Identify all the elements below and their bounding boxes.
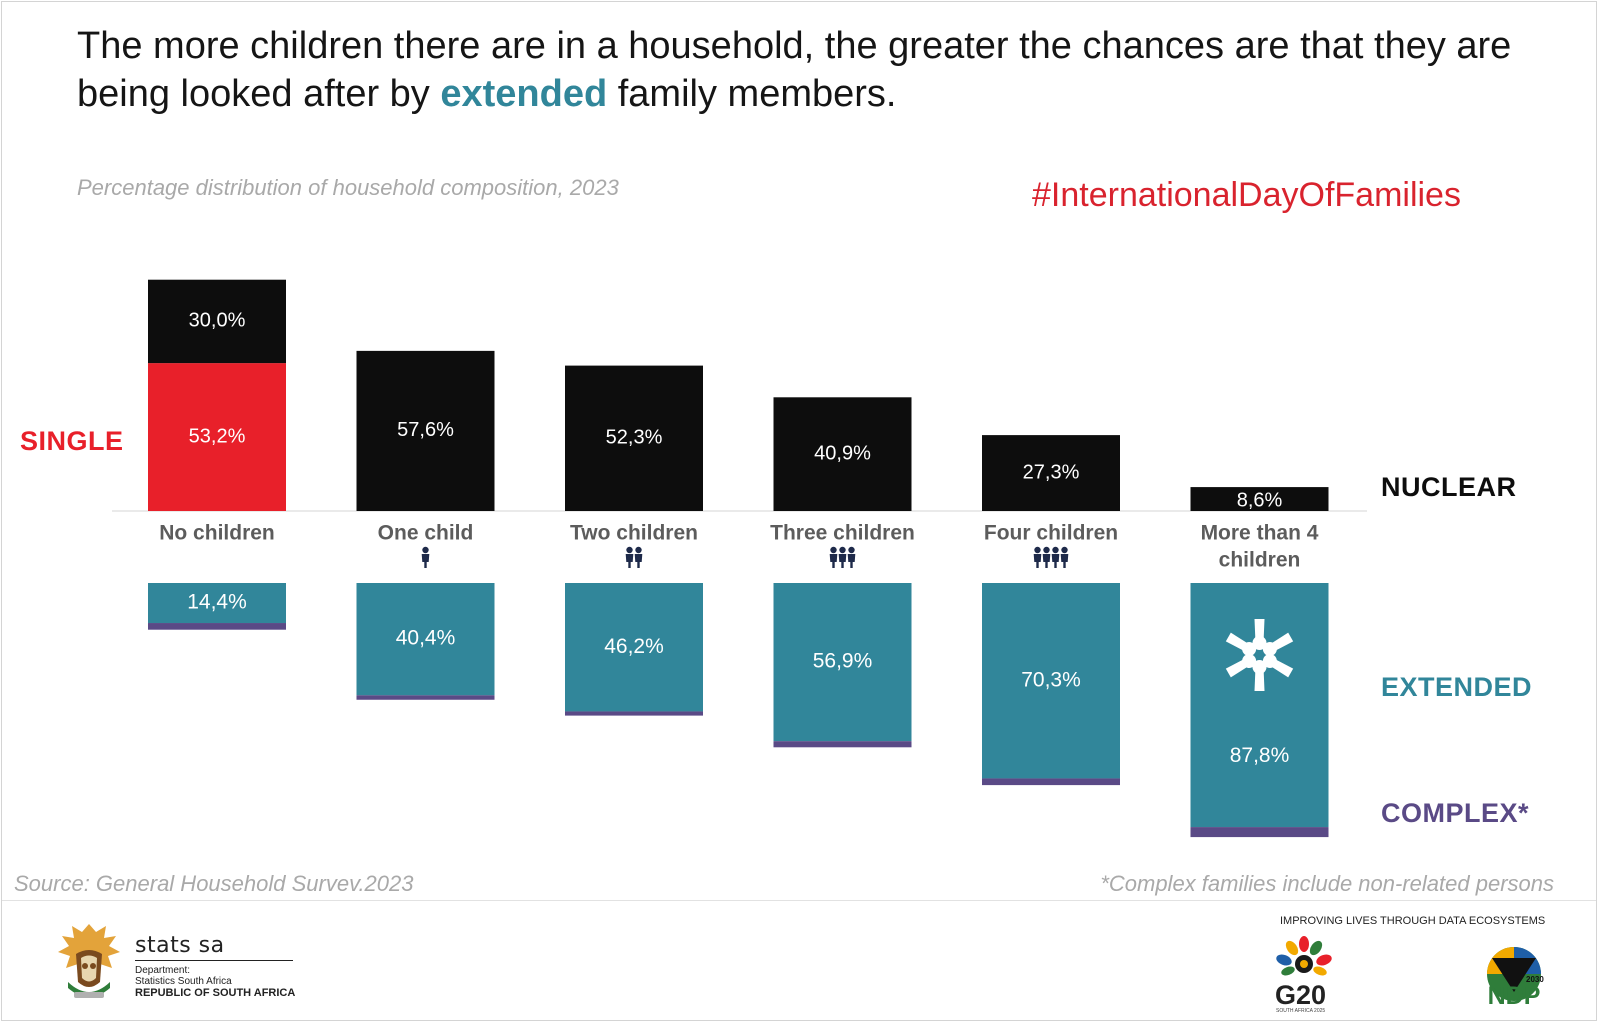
bars-group: 53,2% 30,0% 14,4% No children 57,6% 40,4% One …: [148, 279, 1329, 838]
headline-accent: extended: [440, 73, 608, 115]
category-label: More than 4: [1201, 522, 1319, 545]
bar-label-nuclear: 52,3%: [606, 427, 663, 449]
category-label: children: [1219, 549, 1301, 572]
legend-nuclear: NUCLEAR: [1381, 472, 1517, 502]
bar-complex: [773, 741, 912, 748]
bar-extended: [148, 583, 286, 624]
hands-circle-icon: [1225, 619, 1294, 691]
headline: The more children there are in a househo…: [77, 22, 1557, 118]
bar-label-extended: 14,4%: [187, 591, 247, 614]
bar-complex: [356, 695, 495, 700]
bar-nuclear: [1190, 487, 1329, 511]
bar-extended: [982, 583, 1120, 779]
bar-label-nuclear: 30,0%: [189, 310, 246, 332]
source-note: Source: General Household Survev.2023: [14, 871, 414, 896]
household-composition-chart: 53,2% 30,0% 14,4% No children 57,6% 40,4% One …: [112, 279, 1367, 838]
bar-label-nuclear: 40,9%: [814, 442, 871, 464]
tagline: IMPROVING LIVES THROUGH DATA ECOSYSTEMS: [1280, 915, 1546, 927]
dept-line-1: Department:: [135, 965, 191, 976]
bar-nuclear: [356, 350, 495, 511]
legend-complex: COMPLEX*: [1381, 798, 1530, 828]
g20-subtext: SOUTH AFRICA 2025: [1276, 1008, 1326, 1014]
bar-label-nuclear: 8,6%: [1237, 489, 1283, 511]
dept-line-3: REPUBLIC OF SOUTH AFRICA: [135, 987, 296, 999]
category-label: Four children: [984, 522, 1118, 545]
bar-label-extended: 46,2%: [604, 635, 664, 658]
category-label: Two children: [570, 522, 698, 545]
g20-flower-icon: [1276, 936, 1332, 976]
bar-label-extended: 40,4%: [396, 627, 456, 650]
bar-complex: [148, 623, 286, 630]
four-persons-icon: [1033, 546, 1069, 568]
three-persons-icon: [829, 546, 856, 568]
bar-nuclear: [773, 397, 912, 511]
headline-text-end: family members.: [607, 73, 897, 115]
bar-nuclear: [565, 365, 703, 511]
coat-of-arms-icon: [58, 924, 120, 998]
category-label: No children: [159, 522, 275, 545]
bar-label-nuclear: 57,6%: [397, 419, 454, 441]
category-label: One child: [378, 522, 474, 545]
bar-label-extended: 70,3%: [1021, 668, 1081, 691]
wordmark-rule: [135, 960, 293, 961]
bar-label-nuclear: 27,3%: [1023, 461, 1080, 483]
bar-label-single: 53,2%: [189, 425, 246, 447]
bar-nuclear: [148, 279, 286, 364]
bar-complex: [982, 778, 1120, 786]
chart-subtitle: Percentage distribution of household com…: [77, 175, 619, 200]
hashtag: #InternationalDayOfFamilies: [1032, 176, 1461, 214]
dept-line-2: Statistics South Africa: [135, 976, 232, 987]
ndp-wordmark: NDP: [1488, 982, 1541, 1008]
bar-label-extended: 87,8%: [1230, 744, 1290, 767]
legend-single: SINGLE: [20, 426, 124, 456]
bar-label-extended: 56,9%: [813, 650, 873, 673]
complex-footnote: *Complex families include non-related pe…: [1100, 871, 1554, 896]
legend-extended: EXTENDED: [1381, 672, 1533, 702]
bar-complex: [1190, 827, 1329, 838]
bar-extended: [565, 583, 703, 712]
stats-sa-wordmark: stats sa: [135, 933, 225, 958]
two-persons-icon: [625, 546, 643, 568]
bar-single: [148, 363, 286, 511]
person-icon: [421, 546, 430, 568]
bar-extended: [356, 583, 495, 696]
g20-wordmark: G20: [1275, 980, 1327, 1010]
bar-complex: [565, 711, 703, 716]
headline-text: The more children there are in a househo…: [77, 25, 1512, 115]
bar-nuclear: [982, 435, 1120, 511]
ndp-logo-icon: 2030 NDP: [1487, 947, 1544, 1008]
category-label: Three children: [770, 522, 915, 545]
footer-divider: [2, 900, 1596, 901]
bar-extended: [773, 583, 912, 742]
ndp-year: 2030: [1526, 975, 1544, 984]
